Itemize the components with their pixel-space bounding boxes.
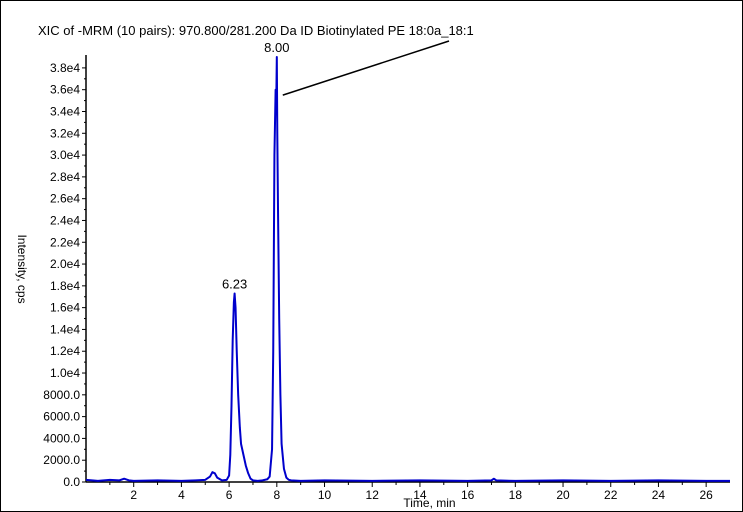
x-tick-label: 12 bbox=[366, 488, 380, 502]
x-axis-title: Time, min bbox=[403, 496, 455, 510]
y-tick-label: 2.4e4 bbox=[50, 213, 80, 227]
x-axis-ticks: 2 4 6 8 10 12 14 16 18 20 22 24 26 bbox=[109, 482, 713, 502]
y-axis-ticks: 0.0 2000.0 4000.0 6000.0 8000.0 1.0e4 1.2e4 1.4… bbox=[43, 61, 86, 489]
y-tick-label: 4000.0 bbox=[43, 431, 80, 445]
y-tick-label: 2000.0 bbox=[43, 453, 80, 467]
x-tick-label: 20 bbox=[556, 488, 570, 502]
y-axis-title: Intensity, cps bbox=[15, 234, 29, 303]
y-tick-label: 1.0e4 bbox=[50, 366, 80, 380]
y-tick-label: 3.2e4 bbox=[50, 126, 80, 140]
y-tick-label: 0.0 bbox=[63, 475, 80, 489]
y-tick-label: 3.4e4 bbox=[50, 104, 80, 118]
y-tick-label: 3.0e4 bbox=[50, 148, 80, 162]
y-tick-label: 1.6e4 bbox=[50, 301, 80, 315]
x-tick-label: 2 bbox=[130, 488, 137, 502]
title-leader-line bbox=[282, 40, 450, 96]
x-tick-label: 14 bbox=[413, 488, 427, 502]
y-tick-label: 1.2e4 bbox=[50, 344, 80, 358]
x-tick-label: 8 bbox=[273, 488, 280, 502]
peak-annotations: 6.23 8.00 bbox=[222, 40, 290, 291]
y-tick-label: 2.6e4 bbox=[50, 192, 80, 206]
y-tick-label: 2.8e4 bbox=[50, 170, 80, 184]
x-tick-label: 16 bbox=[461, 488, 475, 502]
x-tick-label: 10 bbox=[318, 488, 332, 502]
y-tick-label: 8000.0 bbox=[43, 388, 80, 402]
y-tick-label: 2.0e4 bbox=[50, 257, 80, 271]
x-tick-label: 22 bbox=[604, 488, 618, 502]
x-tick-label: 24 bbox=[652, 488, 666, 502]
y-tick-label: 3.6e4 bbox=[50, 83, 80, 97]
x-tick-label: 4 bbox=[178, 488, 185, 502]
peak-label: 6.23 bbox=[222, 276, 247, 291]
y-tick-label: 3.8e4 bbox=[50, 61, 80, 75]
x-tick-label: 18 bbox=[509, 488, 523, 502]
y-tick-label: 2.2e4 bbox=[50, 235, 80, 249]
y-tick-label: 1.4e4 bbox=[50, 322, 80, 336]
x-tick-label: 26 bbox=[699, 488, 713, 502]
series-trace bbox=[85, 56, 730, 482]
chart-title: XIC of -MRM (10 pairs): 970.800/281.200 … bbox=[38, 23, 474, 38]
x-tick-label: 6 bbox=[226, 488, 233, 502]
y-tick-label: 6000.0 bbox=[43, 410, 80, 424]
y-tick-label: 1.8e4 bbox=[50, 279, 80, 293]
peak-label: 8.00 bbox=[264, 40, 289, 55]
